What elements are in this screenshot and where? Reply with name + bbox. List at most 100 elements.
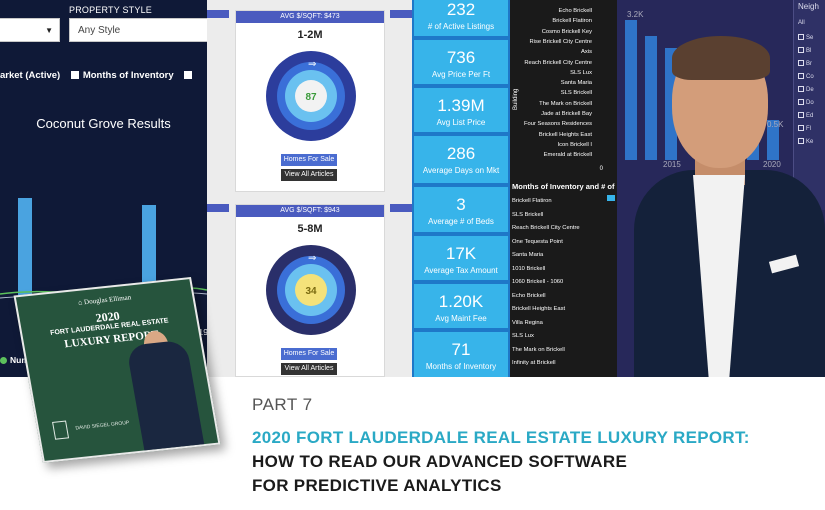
chart-bar — [625, 20, 637, 160]
kpi-value: 286 — [446, 144, 476, 163]
chevron-down-icon: ▼ — [45, 26, 53, 35]
view-all-articles-button[interactable]: View All Articles — [281, 363, 337, 375]
chart-bar — [767, 120, 779, 160]
kpi-panel: 232 # of Active Listings 736 Avg Price Per… — [412, 0, 510, 377]
neighborhood-label: Bl — [806, 48, 812, 54]
portrait-hair — [672, 36, 770, 80]
kpi-value: 232 — [446, 0, 476, 19]
moi-row[interactable]: Villa Regina — [512, 319, 543, 326]
building-label: Rise Brickell City Centre — [529, 38, 593, 45]
moi-row[interactable]: Infinity at Brickell — [512, 360, 556, 366]
price-range-card: AVG $/SQFT: $473 1-2M 87 ⇒ Homes For Sal… — [235, 10, 385, 192]
year-label: 2020 — [763, 160, 781, 169]
neighborhood-option[interactable]: Se — [798, 34, 813, 41]
moi-row[interactable]: The Mark on Brickell — [512, 346, 565, 353]
kpi-value: 1.20K — [438, 292, 484, 311]
neighborhood-label: Br — [806, 61, 812, 67]
moi-title: Months of Inventory and # of — [512, 182, 615, 191]
view-all-articles-button[interactable]: View All Articles — [281, 169, 337, 181]
kpi-label: Avg List Price — [436, 118, 486, 127]
moi-row[interactable]: Santa Maria — [512, 252, 544, 258]
checkbox-icon[interactable] — [798, 99, 804, 105]
value-label: 3.2K — [627, 10, 644, 19]
neighborhood-option[interactable]: Ed — [798, 112, 813, 119]
kpi-card: 17K Average Tax Amount — [414, 236, 508, 280]
checkbox-icon[interactable] — [798, 112, 804, 118]
kpi-value: 1.39M — [437, 96, 485, 115]
building-label: Jade at Brickell Bay — [541, 111, 592, 117]
kpi-label: Average Tax Amount — [424, 266, 498, 275]
kpi-label: Average Days on Mkt — [422, 166, 500, 175]
building-label: Santa Maria — [560, 80, 592, 87]
dashboard-panel-price-ranges: AVG $/SQFT: $473 1-2M 87 ⇒ Homes For Sal… — [207, 0, 412, 377]
kpi-value: 736 — [446, 48, 476, 67]
chart-bar — [142, 205, 156, 304]
card-header: AVG $/SQFT: $473 — [236, 11, 384, 23]
neighborhood-option[interactable]: Bl — [798, 47, 811, 54]
legend-moi-label: Months of Inventory — [82, 70, 174, 81]
moi-row[interactable]: Reach Brickell City Centre — [512, 225, 580, 231]
moi-row[interactable]: SLS Brickell — [512, 211, 544, 218]
property-style-dropdown[interactable]: Any Style — [69, 18, 207, 42]
neighborhood-option[interactable]: Ke — [798, 138, 813, 145]
moi-row[interactable]: 1010 Brickell — [512, 265, 546, 272]
headline-line-3: FOR PREDICTIVE ANALYTICS — [252, 476, 502, 495]
neighborhood-label: Ed — [806, 113, 814, 119]
moi-row[interactable]: Brickell Heights East — [512, 306, 566, 312]
side-strip — [207, 10, 229, 18]
chart-bar — [18, 198, 32, 304]
card-header: AVG $/SQFT: $943 — [236, 205, 384, 217]
legend-dot-icon — [0, 357, 7, 364]
neighborhood-label: Fl — [806, 126, 811, 132]
neighborhood-label: Do — [806, 100, 814, 106]
neighborhood-option[interactable]: Do — [798, 99, 814, 106]
moi-row[interactable]: One Tequesta Point — [512, 238, 563, 245]
neighborhood-option[interactable]: Co — [798, 73, 814, 80]
moi-row[interactable]: Brickell Flatiron — [512, 198, 552, 204]
side-strip — [390, 204, 412, 212]
agent-photo — [125, 339, 205, 455]
arrow-icon: ⇒ — [308, 253, 316, 264]
building-label: Four Seasons Residences — [524, 121, 592, 128]
neighborhood-option[interactable]: Br — [798, 60, 812, 67]
price-range-card: AVG $/SQFT: $943 5-8M 34 ⇒ Homes For Sal… — [235, 204, 385, 377]
checkbox-icon[interactable] — [798, 34, 804, 40]
building-label: Echo Brickell — [558, 8, 592, 14]
kpi-label: # of Active Listings — [427, 22, 495, 31]
kpi-card: 71 Months of Inventory — [414, 332, 508, 377]
legend-checkbox[interactable] — [70, 71, 79, 79]
neighborhood-filter[interactable]: Neigh All Se Bl Br Co De Do Ed Fl Ke — [793, 0, 825, 210]
neighborhood-option[interactable]: De — [798, 86, 814, 93]
kpi-label: Avg Maint Fee — [435, 314, 487, 323]
building-label: Emerald at Brickell — [543, 152, 592, 159]
building-label: The Mark on Brickell — [539, 100, 592, 107]
checkbox-icon[interactable] — [798, 73, 804, 79]
chart-legend: arket (Active) Months of Inventory — [0, 70, 196, 81]
legend-checkbox[interactable] — [184, 71, 193, 79]
homes-for-sale-button[interactable]: Homes For Sale — [281, 348, 337, 360]
moi-row[interactable]: SLS Lux — [512, 333, 534, 339]
checkbox-icon[interactable] — [798, 138, 804, 144]
filter-all[interactable]: All — [798, 20, 805, 26]
homes-for-sale-button[interactable]: Homes For Sale — [281, 154, 337, 166]
market-dropdown[interactable]: ▼ — [0, 18, 60, 42]
arrow-icon: ⇒ — [308, 59, 316, 70]
moi-row[interactable]: 1060 Brickell - 1060 — [512, 279, 564, 285]
chart-title: Coconut Grove Results — [36, 116, 171, 131]
building-list-panel: Building Echo Brickell Brickell Flatiron C… — [510, 0, 617, 377]
kpi-value: 17K — [445, 244, 477, 263]
building-label: Cosmo Brickell Key — [541, 28, 592, 35]
kpi-value: 71 — [451, 340, 471, 359]
checkbox-icon[interactable] — [798, 60, 804, 66]
checkbox-icon[interactable] — [798, 47, 804, 53]
property-style-label: PROPERTY STYLE — [69, 5, 152, 15]
neighborhood-option[interactable]: Fl — [798, 125, 811, 132]
moi-row[interactable]: Echo Brickell — [512, 292, 546, 299]
gauge-donut: 34 ⇒ — [266, 245, 356, 335]
checkbox-icon[interactable] — [798, 86, 804, 92]
kpi-card: 286 Average Days on Mkt — [414, 136, 508, 183]
gauge-donut: 87 ⇒ — [266, 51, 356, 141]
headline-line-1: 2020 FORT LAUDERDALE REAL ESTATE LUXURY … — [252, 428, 750, 447]
checkbox-icon[interactable] — [798, 125, 804, 131]
report-book-cover: ⌂ Douglas Elliman 2020 FORT LAUDERDALE R… — [13, 276, 221, 464]
